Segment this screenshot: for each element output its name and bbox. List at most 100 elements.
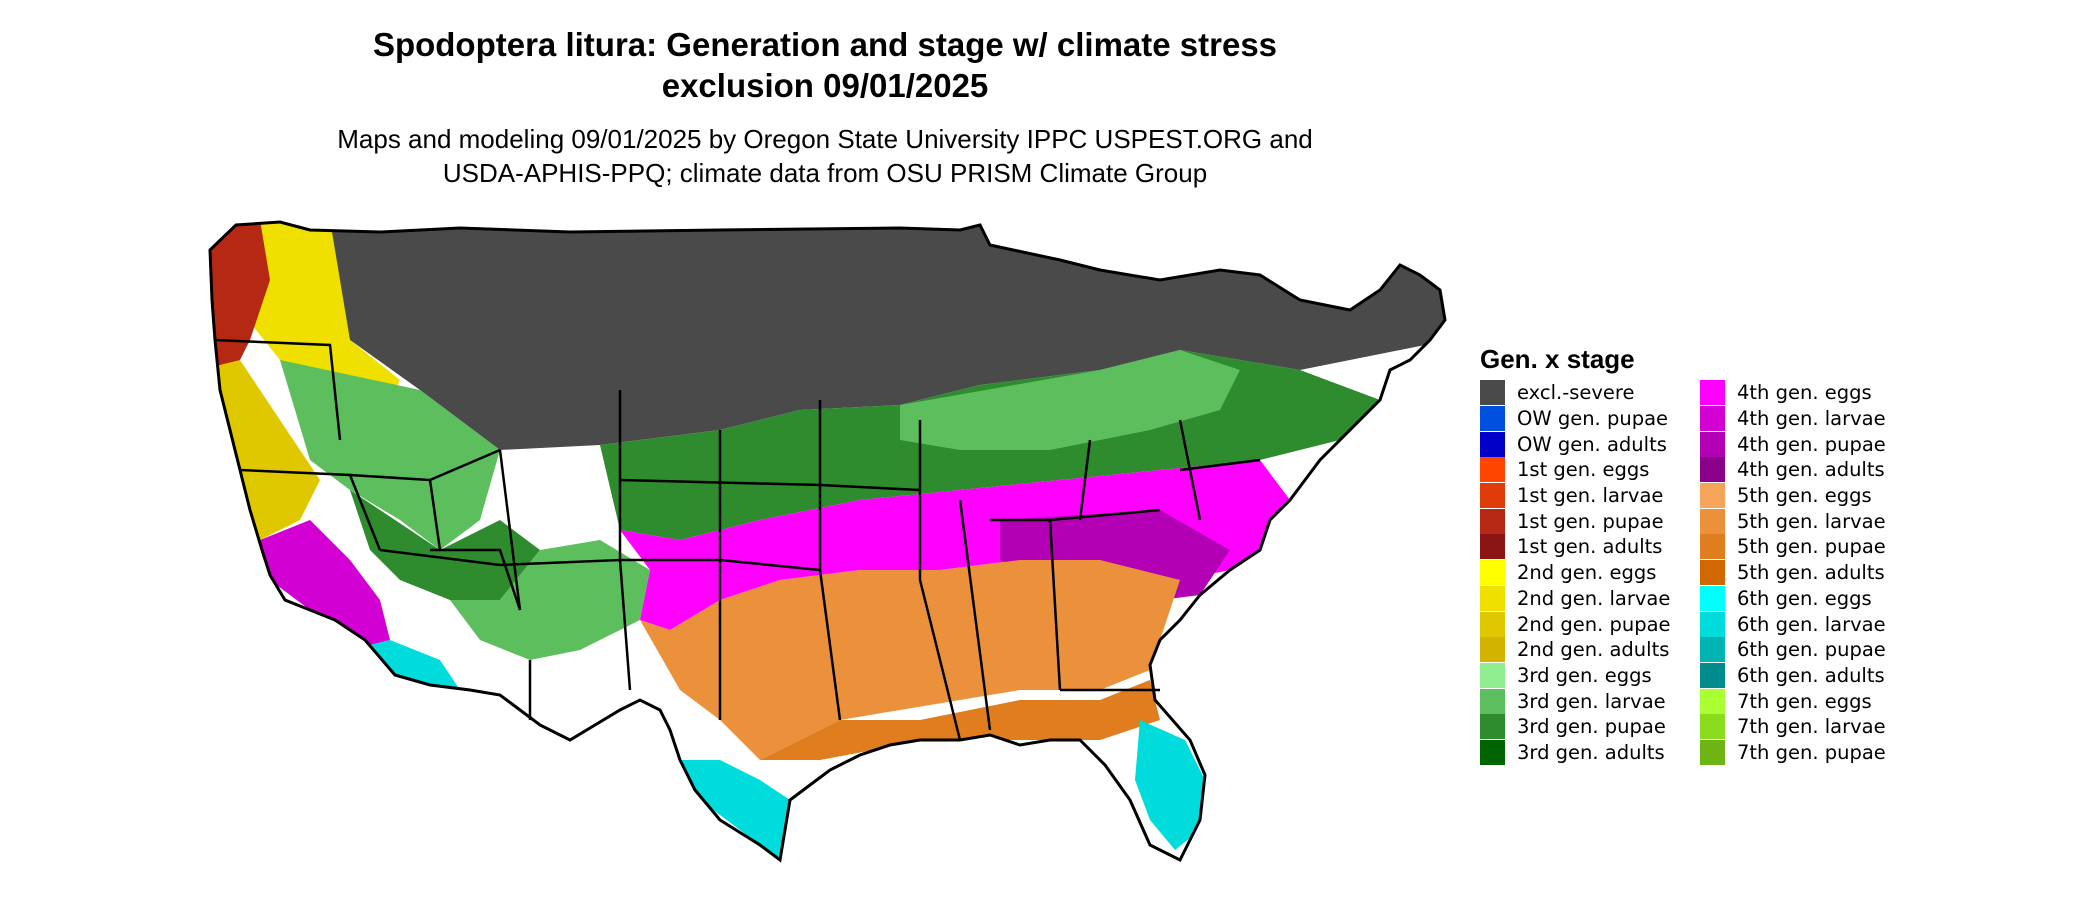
legend-item: 1st gen. eggs (1480, 457, 1671, 483)
map-title: Spodoptera litura: Generation and stage … (0, 24, 1650, 106)
legend-label: OW gen. pupae (1517, 407, 1669, 431)
map-region-gen4-south (620, 460, 1290, 630)
legend-item: 7th gen. larvae (1700, 714, 1886, 740)
legend-item: 6th gen. larvae (1700, 611, 1886, 637)
legend-label: 3rd gen. pupae (1517, 715, 1666, 739)
legend-swatch (1700, 739, 1725, 765)
map-region-gen6-arizona (350, 640, 460, 690)
legend-item: 6th gen. eggs (1700, 585, 1886, 612)
legend-item: 2nd gen. larvae (1480, 585, 1671, 612)
legend-item: 4th gen. pupae (1700, 431, 1886, 457)
legend-item: OW gen. adults (1480, 431, 1671, 457)
legend-label: 4th gen. larvae (1737, 407, 1886, 431)
legend-item: 6th gen. adults (1700, 662, 1886, 689)
legend-item: 2nd gen. eggs (1480, 560, 1671, 586)
legend-swatch (1700, 560, 1725, 586)
legend-swatch (1480, 611, 1505, 637)
legend-item: 3rd gen. pupae (1480, 714, 1671, 740)
state-border (379, 548, 501, 567)
legend-swatch (1700, 688, 1725, 714)
legend-swatch (1700, 380, 1725, 406)
legend-swatch (1700, 406, 1725, 432)
legend-swatch (1480, 560, 1505, 586)
legend-swatch (1480, 585, 1505, 611)
legend-swatch (1700, 585, 1725, 611)
legend-label: 3rd gen. adults (1517, 740, 1665, 764)
legend-item: 7th gen. eggs (1700, 688, 1886, 714)
legend-item: 1st gen. pupae (1480, 508, 1671, 534)
legend-swatch (1480, 406, 1505, 432)
state-border (619, 478, 821, 487)
map-title-line-1: Spodoptera litura: Generation and stage … (372, 26, 1278, 63)
state-border (958, 499, 992, 731)
legend-label: 2nd gen. pupae (1517, 612, 1671, 636)
legend-swatch (1700, 662, 1725, 688)
map-subtitle: Maps and modeling 09/01/2025 by Oregon S… (0, 122, 1650, 190)
legend-swatch (1480, 457, 1505, 483)
state-border (1078, 439, 1092, 521)
legend-item: 5th gen. adults (1700, 560, 1886, 586)
legend-swatch (1480, 483, 1505, 509)
legend-title: Gen. x stage (1480, 344, 1635, 374)
legend-label: 6th gen. eggs (1737, 586, 1872, 610)
legend-item: 6th gen. pupae (1700, 637, 1886, 663)
legend-swatch (1480, 431, 1505, 457)
legend-swatch (1480, 739, 1505, 765)
state-border (819, 483, 921, 492)
legend-swatch (1700, 714, 1725, 740)
legend-swatch (1700, 508, 1725, 534)
legend-label: 1st gen. adults (1517, 535, 1663, 559)
map-title-line-2: exclusion 09/01/2025 (661, 67, 989, 104)
legend-label: 4th gen. eggs (1737, 381, 1872, 405)
map-region-gen5-gulf (640, 560, 1180, 760)
map-subtitle-line-2: USDA-APHIS-PPQ; climate data from OSU PR… (442, 158, 1208, 188)
state-border (918, 579, 962, 741)
legend-item: 2nd gen. adults (1480, 637, 1671, 663)
legend-label: 1st gen. pupae (1517, 509, 1664, 533)
map-region-gen3-southwest (450, 540, 650, 660)
legend-label: 3rd gen. larvae (1517, 689, 1666, 713)
legend-label: OW gen. adults (1517, 432, 1667, 456)
legend-label: 4th gen. pupae (1737, 432, 1886, 456)
legend-swatch (1480, 508, 1505, 534)
legend-swatch (1480, 688, 1505, 714)
legend-item: 1st gen. adults (1480, 534, 1671, 560)
legend-swatch (1700, 457, 1725, 483)
legend-label: 6th gen. pupae (1737, 638, 1886, 662)
legend-label: excl.-severe (1517, 381, 1635, 405)
legend-swatch (1480, 534, 1505, 560)
legend-swatch (1700, 431, 1725, 457)
legend-item: 2nd gen. pupae (1480, 611, 1671, 637)
legend-label: 6th gen. adults (1737, 663, 1885, 687)
us-generation-map (208, 220, 1447, 862)
legend-item: 3rd gen. eggs (1480, 662, 1671, 689)
state-border (214, 338, 342, 441)
map-region-gen4-california (260, 520, 390, 650)
legend-swatch (1480, 662, 1505, 688)
legend-label: 2nd gen. eggs (1517, 561, 1657, 585)
legend-label: 3rd gen. eggs (1517, 663, 1652, 687)
legend-label: 2nd gen. larvae (1517, 586, 1671, 610)
map-region-gen6-south-texas (680, 760, 790, 860)
legend-item: 3rd gen. larvae (1480, 688, 1671, 714)
legend-item: 7th gen. pupae (1700, 739, 1886, 766)
state-border (1179, 458, 1261, 472)
state-border (429, 448, 501, 482)
legend-label: 7th gen. eggs (1737, 689, 1872, 713)
state-border (498, 449, 522, 611)
legend-swatch (1700, 637, 1725, 663)
map-region-gen3-ohio-valley (900, 350, 1240, 450)
legend-swatch (1480, 380, 1505, 406)
legend-item: 1st gen. larvae (1480, 483, 1671, 509)
legend-label: 2nd gen. adults (1517, 638, 1670, 662)
legend-swatch (1480, 714, 1505, 740)
legend-label: 7th gen. pupae (1737, 740, 1886, 764)
map-region-gen3-west (280, 360, 500, 550)
legend-item: 4th gen. eggs (1700, 380, 1886, 406)
legend-item: excl.-severe (1480, 380, 1671, 406)
legend-item: 5th gen. larvae (1700, 508, 1886, 534)
legend-item: 4th gen. larvae (1700, 406, 1886, 432)
map-region-gen6-florida (1135, 720, 1205, 850)
legend-item: 3rd gen. adults (1480, 739, 1671, 766)
state-border (1049, 508, 1161, 522)
